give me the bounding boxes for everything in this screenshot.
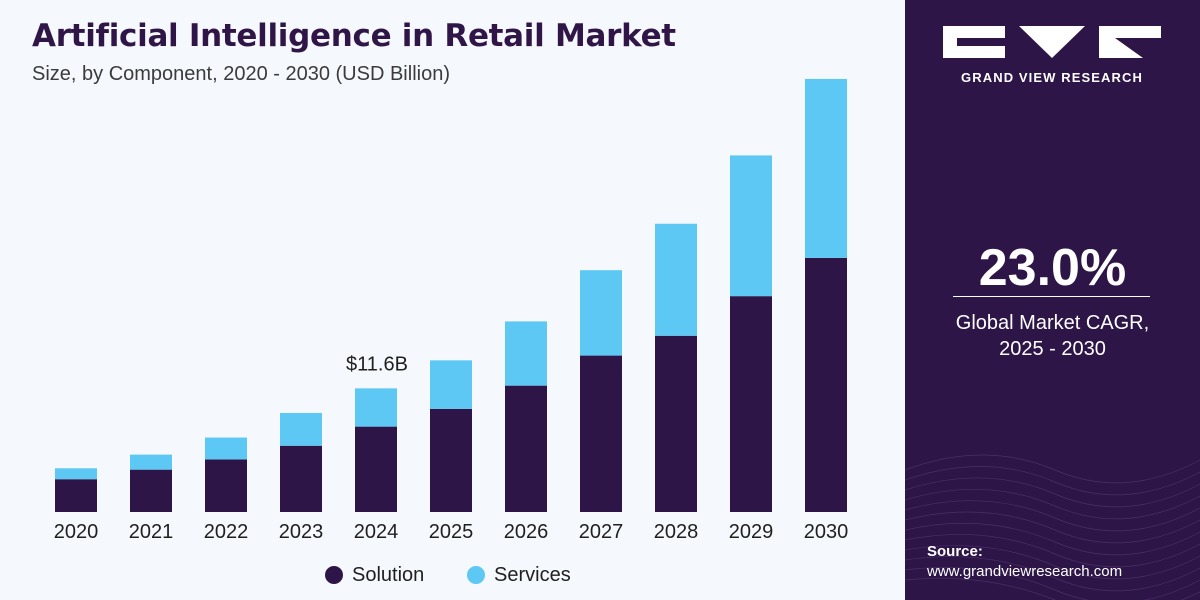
chart-subtitle: Size, by Component, 2020 - 2030 (USD Bil… xyxy=(32,63,450,85)
grand-view-research-logo: GRAND VIEW RESEARCH xyxy=(943,24,1161,94)
stacked-bar-chart: 2020 2021 2022 2023 2024 $11.6B 2025 2026 2027 20… xyxy=(54,78,849,586)
x-tick-label: 2028 xyxy=(654,521,699,543)
bar-solution-2021 xyxy=(130,469,172,512)
bar-services-2030 xyxy=(805,78,847,258)
legend-label-solution: Solution xyxy=(352,564,424,586)
data-label: $11.6B xyxy=(346,353,408,375)
x-tick-label: 2021 xyxy=(129,521,174,543)
bar-solution-2026 xyxy=(505,385,547,512)
bar-solution-2022 xyxy=(205,459,247,512)
side-panel: GRAND VIEW RESEARCH 23.0% Global Market … xyxy=(905,0,1200,600)
x-tick-label: 2022 xyxy=(204,521,249,543)
legend-label-services: Services xyxy=(494,564,571,586)
legend-marker-solution xyxy=(325,566,343,584)
x-tick-label: 2027 xyxy=(579,521,624,543)
cagr-value: 23.0% xyxy=(978,239,1127,297)
bar-solution-2029 xyxy=(730,296,772,512)
x-tick-label: 2026 xyxy=(504,521,549,543)
bar-services-2020 xyxy=(55,468,97,480)
cagr-label-line1: Global Market CAGR, xyxy=(955,312,1150,334)
bar-services-2027 xyxy=(580,270,622,356)
gvr-logo-icon xyxy=(943,26,1161,58)
x-tick-label: 2025 xyxy=(429,521,474,543)
bar-solution-2025 xyxy=(430,408,472,512)
x-tick-label: 2023 xyxy=(279,521,324,543)
cagr-divider xyxy=(953,296,1150,297)
bar-solution-2020 xyxy=(55,479,97,512)
chart-title: Artificial Intelligence in Retail Market xyxy=(32,18,676,54)
bar-services-2022 xyxy=(205,437,247,460)
chart-panel: Artificial Intelligence in Retail Market… xyxy=(32,18,849,586)
bar-services-2023 xyxy=(280,412,322,446)
bar-services-2028 xyxy=(655,223,697,336)
background-wave-pattern xyxy=(905,454,1200,600)
x-tick-label: 2020 xyxy=(54,521,99,543)
x-tick-label: 2030 xyxy=(804,521,849,543)
x-tick-label: 2029 xyxy=(729,521,774,543)
bar-solution-2024 xyxy=(355,426,397,512)
cagr-label-line2: 2025 - 2030 xyxy=(999,338,1106,360)
bar-services-2029 xyxy=(730,155,772,297)
bar-solution-2030 xyxy=(805,257,847,512)
bar-services-2021 xyxy=(130,454,172,470)
bar-solution-2028 xyxy=(655,335,697,512)
bar-solution-2023 xyxy=(280,445,322,512)
source-url[interactable]: www.grandviewresearch.com xyxy=(927,563,1123,580)
x-tick-label: 2024 xyxy=(354,521,399,543)
bar-solution-2027 xyxy=(580,355,622,512)
source: Source: www.grandviewresearch.com xyxy=(927,543,1122,580)
bar-services-2024 xyxy=(355,388,397,427)
logo-text: GRAND VIEW RESEARCH xyxy=(961,70,1143,85)
bar-services-2025 xyxy=(430,360,472,409)
legend-marker-services xyxy=(467,566,485,584)
bar-services-2026 xyxy=(505,321,547,386)
source-label: Source: xyxy=(927,543,983,560)
cagr-label: Global Market CAGR, 2025 - 2030 xyxy=(905,310,1200,362)
